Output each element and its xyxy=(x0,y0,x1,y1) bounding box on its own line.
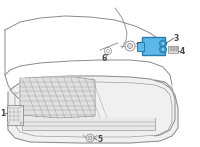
Circle shape xyxy=(161,47,165,51)
Circle shape xyxy=(160,40,166,47)
Circle shape xyxy=(7,105,9,107)
Bar xyxy=(170,47,172,51)
Circle shape xyxy=(20,122,22,124)
Circle shape xyxy=(20,105,22,107)
Circle shape xyxy=(7,122,9,124)
Bar xyxy=(168,46,178,53)
Circle shape xyxy=(128,44,132,49)
Text: 5: 5 xyxy=(97,136,103,145)
Text: 1: 1 xyxy=(0,108,6,117)
Bar xyxy=(173,47,175,51)
Bar xyxy=(7,105,23,125)
Circle shape xyxy=(88,136,92,140)
Text: 3: 3 xyxy=(173,34,179,42)
Text: 2: 2 xyxy=(142,37,148,46)
Circle shape xyxy=(161,41,165,46)
Polygon shape xyxy=(20,77,95,118)
Text: 6: 6 xyxy=(101,54,107,62)
Polygon shape xyxy=(8,76,178,143)
Text: 4: 4 xyxy=(179,46,185,56)
FancyBboxPatch shape xyxy=(142,37,166,56)
Circle shape xyxy=(86,134,94,142)
Circle shape xyxy=(160,46,166,53)
Bar xyxy=(176,47,178,51)
Polygon shape xyxy=(22,118,155,130)
Bar xyxy=(137,42,144,51)
